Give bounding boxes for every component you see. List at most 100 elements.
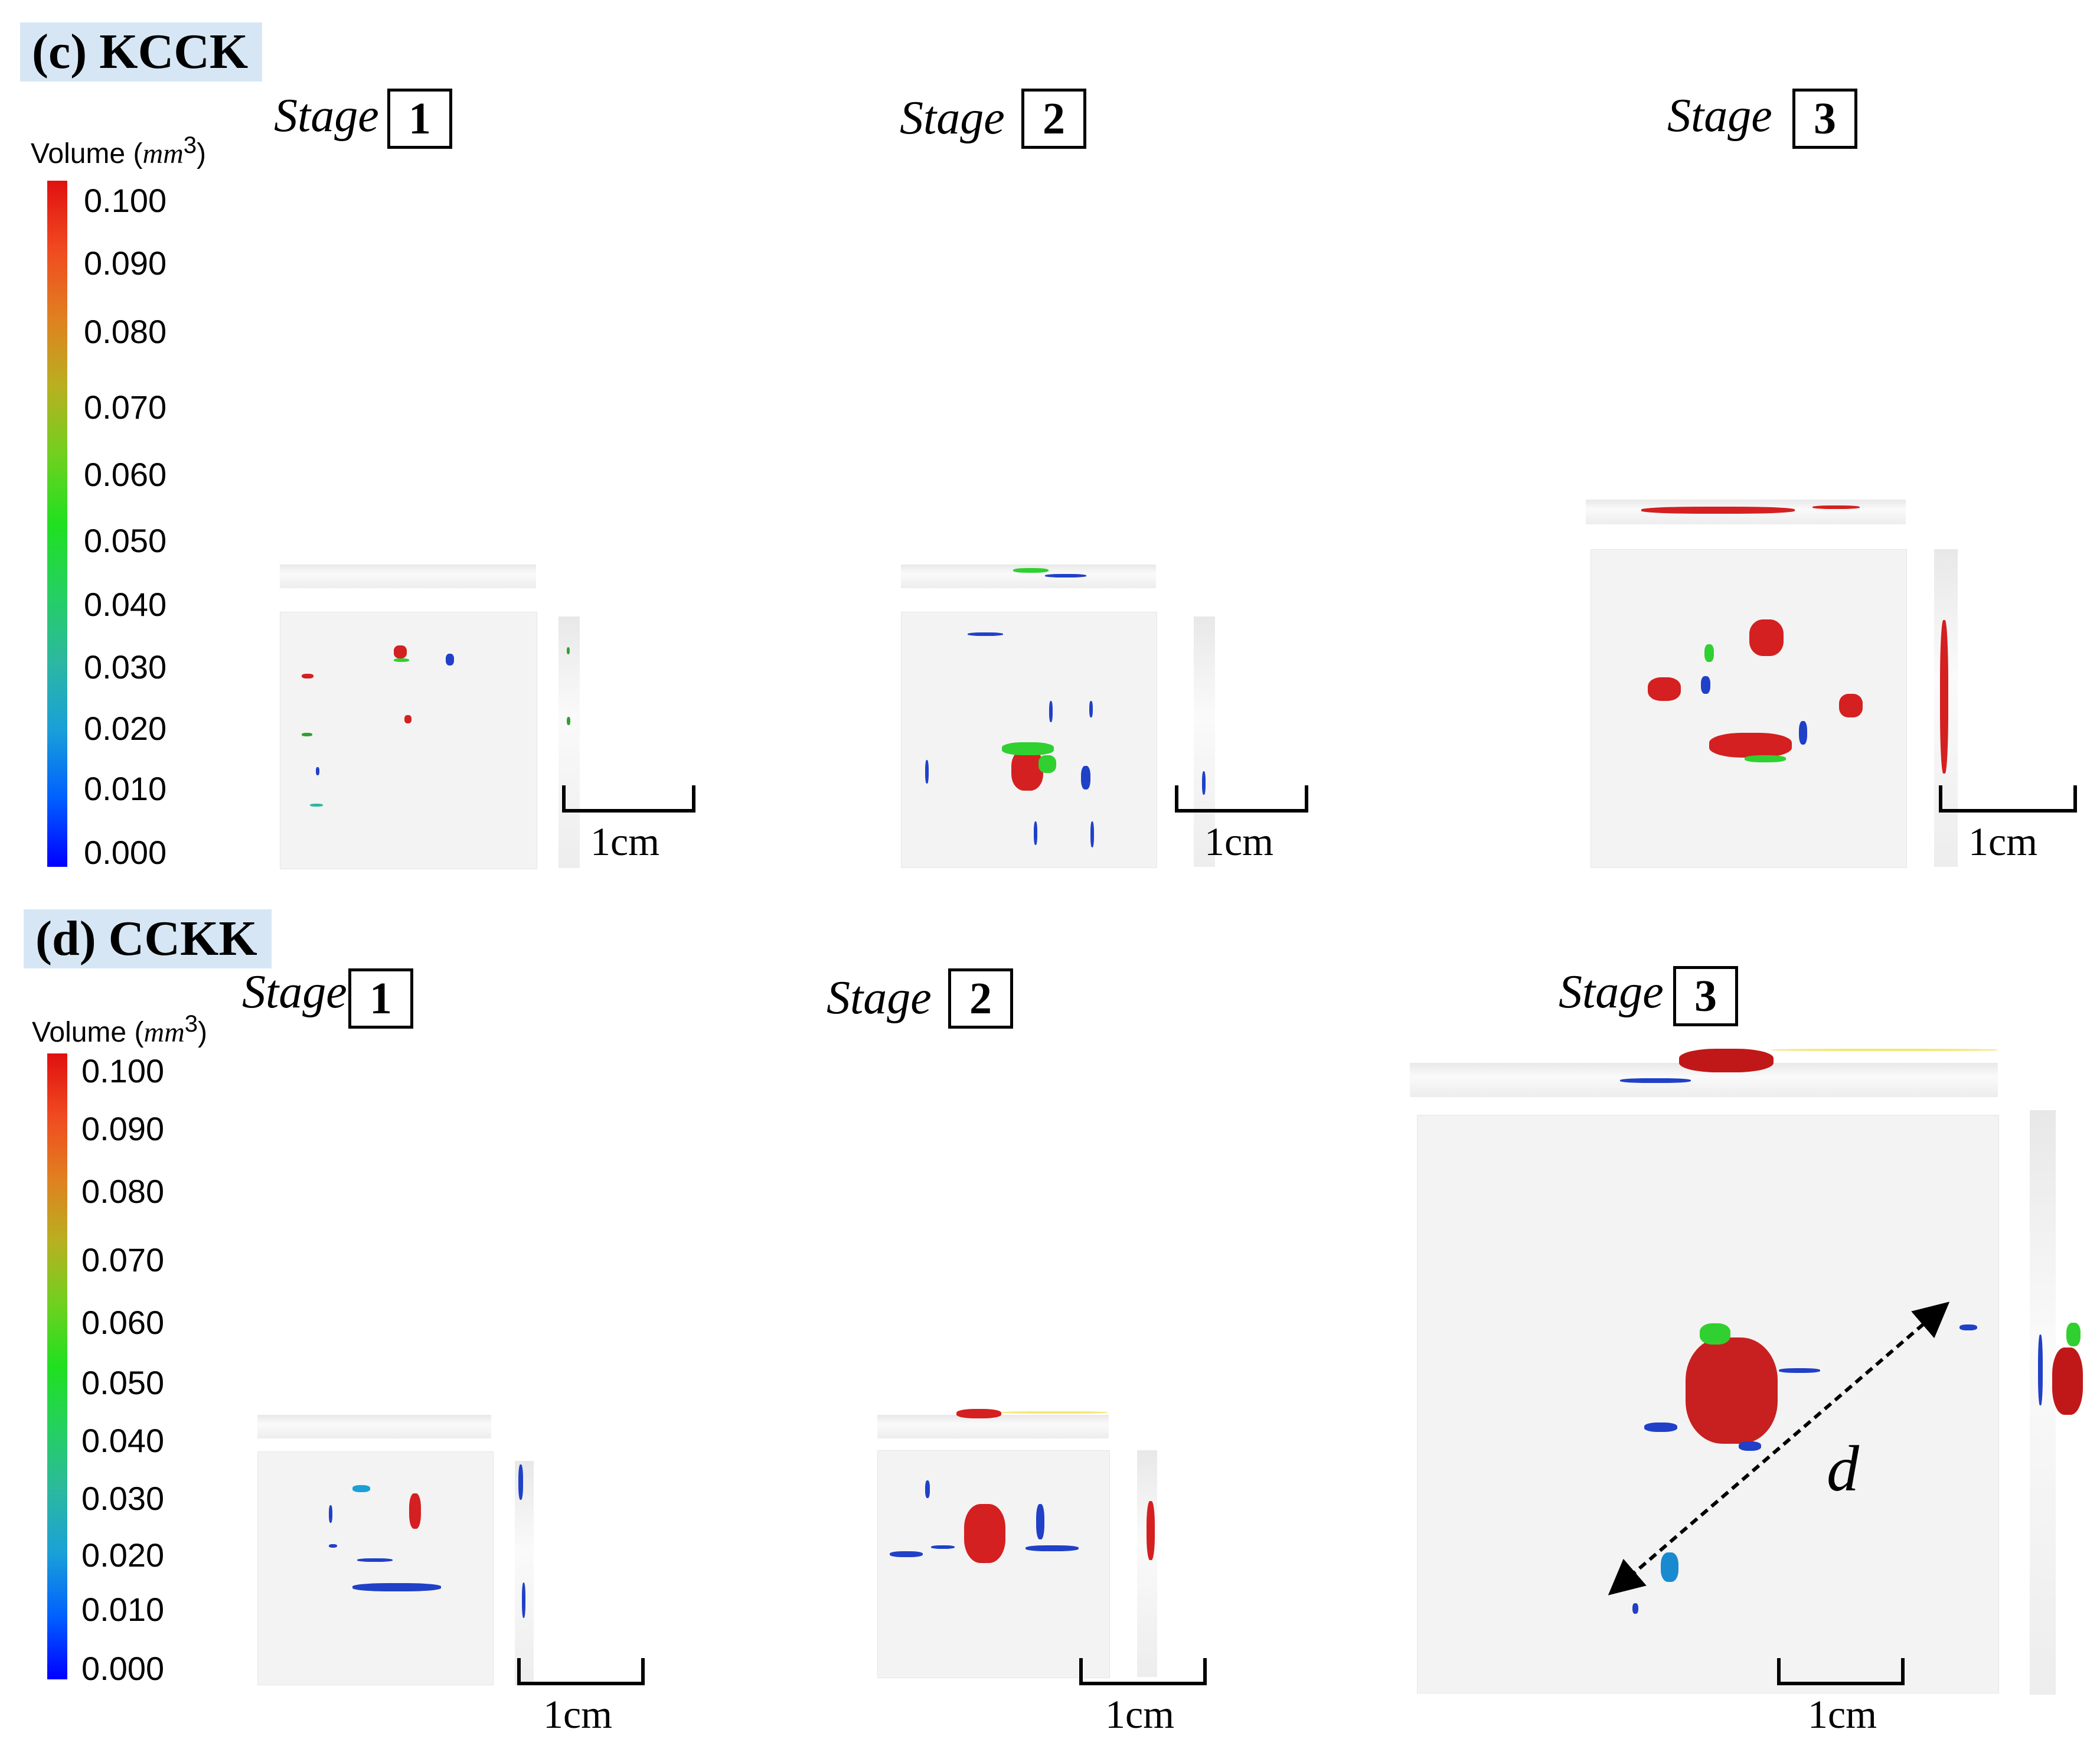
damage-mark — [316, 767, 319, 775]
stage-d2-label: Stage — [827, 972, 932, 1024]
damage-mark — [567, 717, 570, 725]
stage-c1-label: Stage — [274, 90, 379, 142]
colorbar-c-tick: 0.010 — [84, 770, 167, 807]
damage-mark — [1632, 1603, 1638, 1614]
damage-mark — [1620, 1078, 1691, 1083]
stage-c1-number: 1 — [387, 89, 452, 149]
damage-mark — [2052, 1348, 2083, 1415]
scale-bar-d1 — [517, 1658, 645, 1685]
colorbar-d-unit: mm — [143, 1017, 185, 1048]
colorbar-c-tick: 0.000 — [84, 834, 167, 871]
damage-mark — [1679, 1049, 1774, 1072]
damage-mark — [1739, 1441, 1761, 1451]
stage-d3-number: 3 — [1673, 966, 1738, 1026]
damage-mark — [522, 1583, 525, 1618]
damage-mark — [518, 1464, 523, 1500]
damage-mark — [1641, 507, 1795, 514]
colorbar-d-tick: 0.090 — [81, 1110, 165, 1147]
damage-mark — [302, 674, 313, 678]
stage-c3-number: 3 — [1792, 89, 1857, 149]
scale-bar-c1 — [562, 785, 695, 813]
colorbar-d-title: Volume (mm3) — [32, 1011, 207, 1048]
damage-mark — [1045, 574, 1086, 578]
colorbar-c-tick: 0.090 — [84, 244, 167, 282]
damage-mark — [1799, 721, 1807, 745]
scale-label-c2: 1cm — [1204, 819, 1274, 864]
colorbar-c-tick: 0.040 — [84, 586, 167, 623]
scale-label-d2: 1cm — [1105, 1692, 1175, 1737]
colorbar-c-tick: 0.070 — [84, 389, 167, 426]
colorbar-d-tick: 0.010 — [81, 1591, 165, 1628]
damage-mark — [925, 1480, 930, 1498]
colorbar-d-tick: 0.080 — [81, 1173, 165, 1210]
damage-mark — [931, 1545, 955, 1549]
damage-mark — [1013, 568, 1049, 573]
side-strip-right — [2030, 1110, 2056, 1695]
colorbar-c-tick: 0.030 — [84, 648, 167, 686]
damage-mark — [890, 1551, 923, 1557]
side-strip-top — [280, 565, 536, 588]
distance-label: d — [1827, 1433, 1859, 1505]
specimen-top-view — [1590, 549, 1907, 868]
scale-bar-d2 — [1079, 1658, 1207, 1685]
damage-mark — [1709, 733, 1792, 758]
damage-mark — [1025, 1545, 1079, 1551]
damage-mark — [1036, 1504, 1044, 1539]
colorbar-d-tick: 0.040 — [81, 1422, 165, 1459]
damage-mark — [2066, 1323, 2081, 1346]
damage-mark — [1686, 1337, 1778, 1444]
damage-mark — [357, 1558, 393, 1562]
damage-mark — [394, 658, 409, 662]
damage-mark — [1034, 821, 1037, 845]
damage-mark — [1700, 1323, 1730, 1345]
damage-mark — [352, 1583, 441, 1591]
damage-mark — [1147, 1501, 1155, 1560]
colorbar-d-tick: 0.070 — [81, 1241, 165, 1278]
damage-mark — [968, 632, 1003, 636]
damage-mark — [2038, 1335, 2043, 1405]
colorbar-d-tick: 0.050 — [81, 1364, 165, 1401]
side-strip-right — [1137, 1450, 1157, 1677]
colorbar-c-gradient — [47, 181, 67, 867]
colorbar-c-tick: 0.020 — [84, 710, 167, 747]
damage-mark — [1038, 755, 1056, 773]
damage-mark — [1089, 701, 1093, 717]
stage-c2-number: 2 — [1021, 89, 1086, 149]
damage-mark — [1959, 1324, 1977, 1330]
damage-mark — [1049, 701, 1053, 722]
damage-mark — [1090, 821, 1094, 847]
colorbar-d-gradient — [47, 1053, 67, 1679]
damage-mark — [394, 645, 407, 658]
specimen-top-view — [877, 1450, 1110, 1678]
colorbar-c-label: Volume — [31, 138, 126, 169]
damage-mark — [1081, 766, 1090, 789]
colorbar-c-unit-exp: 3 — [183, 132, 197, 158]
specimen-top-view — [280, 612, 537, 869]
damage-mark — [1940, 620, 1948, 774]
damage-mark — [925, 760, 929, 784]
scale-bar-d3 — [1777, 1658, 1905, 1685]
stage-d1-number: 1 — [348, 968, 413, 1029]
side-strip-top — [257, 1415, 491, 1438]
colorbar-c-tick: 0.080 — [84, 313, 167, 350]
damage-mark — [1812, 505, 1860, 509]
damage-mark — [1749, 619, 1784, 656]
damage-mark — [446, 654, 454, 665]
colorbar-c-title: Volume (mm3) — [31, 132, 206, 169]
side-strip-right — [515, 1461, 534, 1685]
scale-label-c3: 1cm — [1968, 819, 2038, 864]
scale-label-d3: 1cm — [1808, 1692, 1877, 1737]
stage-c2-label: Stage — [900, 92, 1005, 144]
colorbar-d-tick: 0.020 — [81, 1536, 165, 1574]
damage-mark — [1701, 676, 1710, 694]
damage-mark — [1661, 1552, 1678, 1582]
side-strip-top — [877, 1415, 1109, 1438]
specimen-top-view — [1417, 1115, 1999, 1694]
damage-mark — [352, 1485, 370, 1492]
damage-mark — [404, 715, 411, 723]
damage-mark — [1648, 677, 1681, 701]
damage-mark — [567, 647, 570, 654]
colorbar-d-tick: 0.100 — [81, 1052, 165, 1089]
damage-mark — [310, 804, 323, 807]
damage-mark — [409, 1493, 421, 1529]
